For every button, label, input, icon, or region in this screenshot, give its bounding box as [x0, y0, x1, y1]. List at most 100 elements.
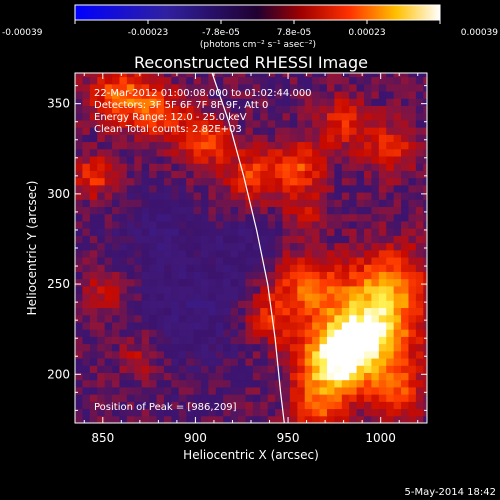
heatmap-cell — [386, 127, 395, 135]
heatmap-cell — [371, 134, 380, 143]
heatmap-cell — [378, 141, 387, 150]
heatmap-cell — [304, 293, 313, 301]
heatmap-cell — [163, 127, 172, 135]
heatmap-cell — [230, 228, 239, 236]
heatmap-cell — [252, 278, 261, 287]
heatmap-cell — [423, 350, 427, 359]
heatmap-cell — [371, 192, 380, 200]
heatmap-cell — [312, 379, 321, 388]
heatmap-cell — [297, 235, 306, 244]
heatmap-cell — [141, 408, 150, 417]
heatmap-cell — [401, 192, 409, 200]
heatmap-cell — [163, 83, 172, 92]
heatmap-cell — [238, 206, 246, 215]
heatmap-cell — [119, 401, 128, 410]
heatmap-cell — [200, 365, 209, 373]
heatmap-cell — [97, 235, 106, 244]
heatmap-cell — [297, 408, 306, 417]
heatmap-cell — [112, 278, 120, 287]
heatmap-cell — [112, 105, 120, 114]
heatmap-cell — [408, 336, 417, 345]
heatmap-cell — [349, 394, 358, 402]
heatmap-cell — [163, 112, 172, 121]
heatmap-cell — [349, 358, 358, 366]
heatmap-cell — [193, 91, 202, 99]
heatmap-cell — [415, 206, 424, 215]
heatmap-cell — [186, 127, 195, 135]
heatmap-cell — [319, 192, 328, 200]
heatmap-cell — [386, 343, 395, 352]
heatmap-cell — [312, 127, 321, 135]
heatmap-cell — [304, 379, 313, 388]
heatmap-cell — [89, 192, 98, 200]
heatmap-cell — [156, 148, 165, 157]
heatmap-cell — [89, 91, 98, 99]
heatmap-cell — [289, 73, 298, 78]
heatmap-cell — [319, 415, 328, 423]
heatmap-cell — [356, 358, 365, 366]
heatmap-cell — [112, 401, 120, 410]
heatmap-cell — [260, 257, 269, 265]
heatmap-cell — [200, 329, 209, 337]
heatmap-cell — [112, 329, 120, 337]
heatmap-cell — [208, 91, 217, 99]
heatmap-cell — [312, 192, 321, 200]
heatmap-cell — [230, 293, 239, 301]
heatmap-cell — [223, 278, 232, 287]
heatmap-cell — [267, 293, 276, 301]
heatmap-cell — [408, 98, 417, 106]
heatmap-cell — [341, 199, 350, 208]
heatmap-cell — [275, 83, 283, 92]
heatmap-cell — [245, 271, 254, 280]
heatmap-cell — [75, 386, 83, 395]
heatmap-cell — [408, 365, 417, 373]
heatmap-cell — [312, 213, 321, 222]
heatmap-cell — [275, 386, 283, 395]
heatmap-cell — [178, 105, 187, 114]
heatmap-cell — [193, 321, 202, 330]
heatmap-cell — [230, 379, 239, 388]
heatmap-cell — [163, 329, 172, 337]
heatmap-cell — [156, 134, 165, 143]
heatmap-cell — [267, 278, 276, 287]
heatmap-cell — [186, 163, 195, 171]
heatmap-cell — [386, 177, 395, 186]
heatmap-cell — [378, 235, 387, 244]
heatmap-cell — [245, 336, 254, 345]
heatmap-cell — [97, 184, 106, 193]
heatmap-cell — [423, 300, 427, 309]
heatmap-cell — [223, 127, 232, 135]
heatmap-cell — [364, 307, 372, 316]
heatmap-cell — [193, 350, 202, 359]
heatmap-cell — [200, 372, 209, 381]
heatmap-cell — [378, 206, 387, 215]
heatmap-cell — [119, 408, 128, 417]
heatmap-cell — [282, 163, 291, 171]
heatmap-cell — [319, 350, 328, 359]
heatmap-cell — [401, 76, 409, 85]
heatmap-cell — [82, 177, 91, 186]
heatmap-cell — [208, 199, 217, 208]
heatmap-cell — [112, 184, 120, 193]
heatmap-cell — [297, 141, 306, 150]
heatmap-cell — [104, 192, 113, 200]
heatmap-cell — [297, 264, 306, 272]
heatmap-cell — [238, 213, 246, 222]
colorbar-tick-label: -7.8e-05 — [202, 28, 240, 38]
heatmap-cell — [171, 206, 180, 215]
heatmap-cell — [186, 91, 195, 99]
heatmap-cell — [163, 350, 172, 359]
heatmap-cell — [141, 98, 150, 106]
heatmap-cell — [356, 220, 365, 229]
heatmap-cell — [275, 112, 283, 121]
heatmap-cell — [163, 91, 172, 99]
heatmap-cell — [356, 163, 365, 171]
heatmap-cell — [119, 264, 128, 272]
heatmap-cell — [193, 293, 202, 301]
heatmap-cell — [238, 134, 246, 143]
heatmap-cell — [75, 300, 83, 309]
heatmap-cell — [312, 98, 321, 106]
heatmap-cell — [401, 293, 409, 301]
heatmap-cell — [423, 141, 427, 150]
heatmap-cell — [356, 91, 365, 99]
